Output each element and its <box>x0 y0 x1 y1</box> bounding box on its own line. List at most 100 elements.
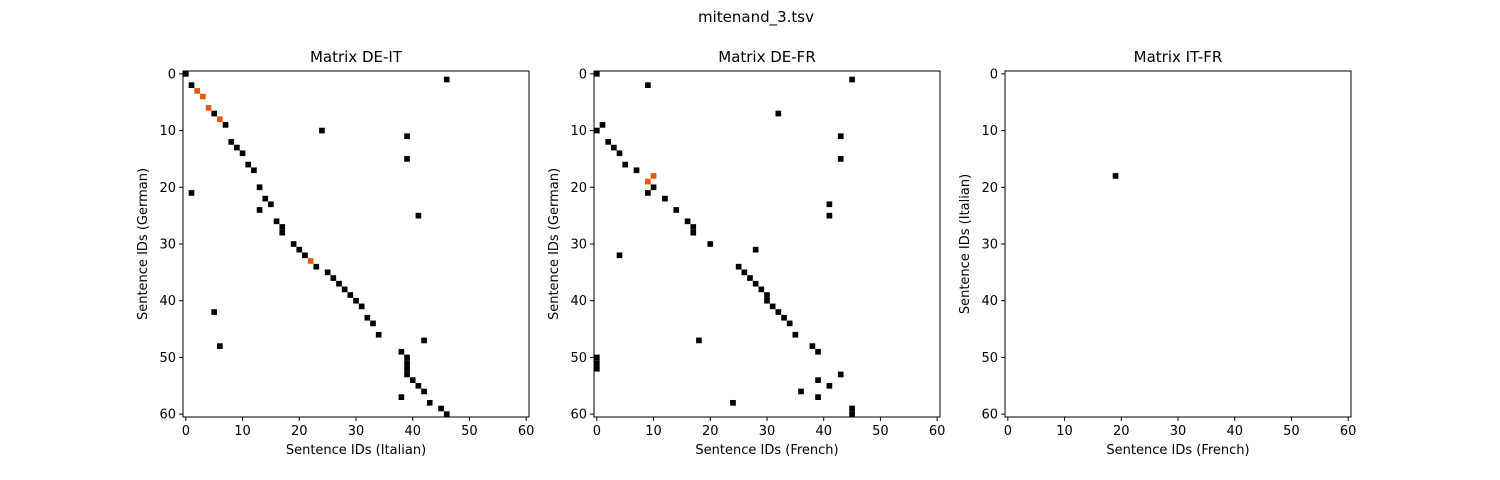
y-tick-label: 0 <box>579 67 587 82</box>
aligned-cell <box>605 139 612 145</box>
aligned-cell <box>645 190 651 196</box>
aligned-cell <box>398 394 405 400</box>
x-axis-label: Sentence IDs (French) <box>1106 443 1249 458</box>
y-tick-label: 50 <box>570 351 587 366</box>
aligned-cell <box>415 212 422 219</box>
aligned-cell <box>684 218 691 225</box>
highlighted-cell <box>200 93 206 100</box>
panel-title: Matrix IT-FR <box>1134 48 1223 66</box>
y-ticks: 0 10 20 30 40 50 60 <box>159 67 183 423</box>
aligned-cell <box>211 110 218 117</box>
highlighted-cell <box>307 258 314 264</box>
x-tick-label: 50 <box>872 424 889 439</box>
aligned-cell <box>256 207 263 213</box>
x-tick-label: 10 <box>234 424 251 439</box>
aligned-cell <box>256 184 263 191</box>
x-tick-label: 20 <box>1113 424 1130 439</box>
matrix-panel-2: 0 10 20 30 40 50 60 0 10 20 30 40 50 60 Matrix DE-FR Se… <box>547 48 945 458</box>
highlighted-cell <box>650 173 657 179</box>
aligned-cell <box>616 150 623 157</box>
aligned-cell <box>279 224 286 230</box>
aligned-cell <box>183 71 189 77</box>
aligned-cell <box>786 320 793 327</box>
aligned-cell <box>228 139 235 145</box>
y-axis-label: Sentence IDs (German) <box>136 168 151 320</box>
aligned-cell <box>268 201 274 208</box>
aligned-cell <box>330 275 337 281</box>
aligned-cell <box>188 82 195 89</box>
highlighted-cell <box>205 105 212 111</box>
aligned-cell <box>815 394 821 400</box>
y-axis-label: Sentence IDs (Italian) <box>958 174 973 314</box>
aligned-cell <box>279 229 286 236</box>
aligned-cell <box>764 297 770 304</box>
aligned-cell <box>594 360 600 366</box>
aligned-cell <box>222 122 229 128</box>
aligned-cell <box>375 331 382 338</box>
aligned-cell <box>443 76 450 83</box>
aligned-cell <box>673 207 680 213</box>
aligned-cell <box>826 382 833 389</box>
aligned-cell <box>245 161 252 168</box>
x-ticks: 0 10 20 30 40 50 60 <box>182 417 534 439</box>
aligned-cell <box>234 144 240 151</box>
aligned-cell <box>302 252 308 259</box>
plot-area <box>183 71 529 417</box>
x-tick-label: 60 <box>1340 424 1357 439</box>
aligned-cell <box>809 343 816 349</box>
aligned-cell <box>752 280 759 287</box>
x-tick-label: 0 <box>1004 424 1012 439</box>
x-tick-label: 40 <box>815 424 832 439</box>
x-tick-label: 30 <box>1170 424 1187 439</box>
aligned-cell <box>849 411 855 417</box>
aligned-cell <box>690 224 697 230</box>
highlighted-cell <box>217 116 223 123</box>
x-tick-label: 40 <box>1226 424 1243 439</box>
x-tick-label: 50 <box>461 424 478 439</box>
y-tick-label: 0 <box>168 67 176 82</box>
aligned-cell <box>421 337 427 344</box>
y-ticks: 0 10 20 30 40 50 60 <box>981 67 1005 423</box>
aligned-cell <box>404 365 410 372</box>
aligned-cell <box>353 297 359 304</box>
aligned-cell <box>752 246 759 253</box>
aligned-cell <box>358 303 365 310</box>
x-tick-label: 0 <box>182 424 190 439</box>
aligned-cell <box>769 303 776 310</box>
aligned-cell <box>217 343 223 349</box>
aligned-cell <box>696 337 702 344</box>
y-tick-label: 30 <box>570 238 587 253</box>
aligned-cell <box>594 354 600 361</box>
x-tick-label: 50 <box>1283 424 1300 439</box>
aligned-cell <box>404 371 410 378</box>
x-tick-label: 20 <box>291 424 308 439</box>
y-tick-label: 40 <box>159 294 176 309</box>
aligned-cell <box>599 122 606 128</box>
aligned-cell <box>262 195 269 202</box>
x-ticks: 0 10 20 30 40 50 60 <box>593 417 945 439</box>
aligned-cell <box>622 161 629 168</box>
highlighted-cell <box>194 88 201 94</box>
y-axis-label: Sentence IDs (German) <box>547 168 562 320</box>
aligned-cell <box>662 195 668 202</box>
aligned-cell <box>849 405 855 412</box>
aligned-cell <box>364 314 371 321</box>
aligned-cell <box>324 269 331 276</box>
y-tick-label: 60 <box>981 408 998 423</box>
aligned-cell <box>747 275 753 281</box>
panels: 0 10 20 30 40 50 60 0 10 20 30 40 50 60 Matrix DE-IT Se… <box>136 48 1356 458</box>
aligned-cell <box>211 309 218 315</box>
aligned-cell <box>611 144 617 151</box>
aligned-cell <box>837 133 844 140</box>
aligned-cell <box>290 241 297 247</box>
plot-area <box>594 71 940 417</box>
panel-title: Matrix DE-FR <box>718 48 816 66</box>
aligned-cell <box>594 127 600 134</box>
y-ticks: 0 10 20 30 40 50 60 <box>570 67 594 423</box>
x-tick-label: 0 <box>593 424 601 439</box>
aligned-cell <box>798 388 804 395</box>
aligned-cell <box>426 399 433 406</box>
aligned-cell <box>1112 173 1119 179</box>
y-tick-label: 50 <box>159 351 176 366</box>
